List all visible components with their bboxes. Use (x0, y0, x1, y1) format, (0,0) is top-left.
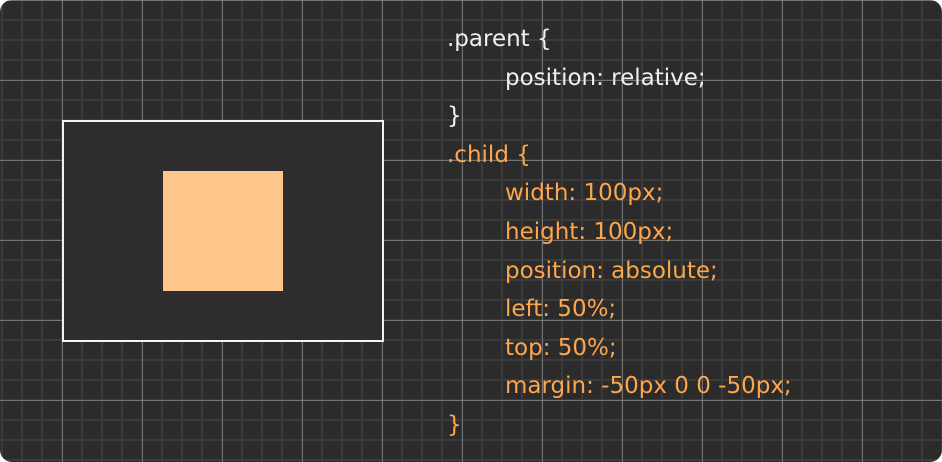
code-line: position: absolute; (505, 257, 718, 284)
code-line: } (447, 103, 462, 130)
child-box (163, 171, 283, 291)
code-line: height: 100px; (505, 218, 674, 245)
code-line: width: 100px; (505, 180, 664, 207)
code-line: } (447, 411, 462, 438)
code-line: top: 50%; (505, 334, 617, 361)
css-code: .parent { position: relative; } .child {… (447, 20, 927, 445)
parent-box (62, 120, 384, 342)
code-line: left: 50%; (505, 296, 617, 323)
code-line: .child { (447, 141, 531, 168)
code-line: margin: -50px 0 0 -50px; (505, 373, 792, 400)
code-line: .parent { (447, 26, 552, 52)
code-line: position: relative; (505, 64, 706, 91)
